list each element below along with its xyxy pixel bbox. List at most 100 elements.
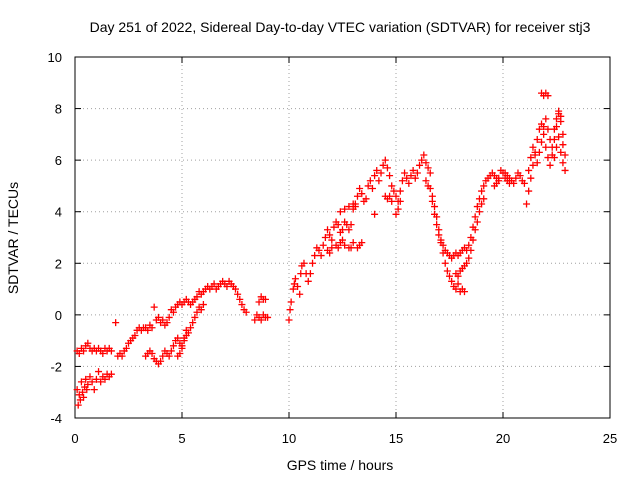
- data-point: [553, 143, 560, 151]
- data-point: [538, 138, 546, 146]
- data-point: [199, 301, 207, 309]
- data-point: [405, 179, 413, 187]
- data-point: [315, 246, 323, 254]
- data-point: [345, 203, 353, 211]
- data-point: [112, 319, 120, 327]
- data-point: [386, 172, 394, 180]
- data-point: [473, 203, 481, 211]
- axis-ticks: [74, 56, 611, 419]
- data-point: [386, 192, 394, 200]
- data-point: [533, 136, 541, 144]
- data-point: [193, 293, 201, 301]
- data-points: [73, 89, 569, 409]
- y-tick-label: 4: [55, 205, 62, 220]
- data-point: [460, 288, 468, 296]
- data-point: [441, 259, 449, 267]
- data-point: [505, 174, 513, 182]
- data-point: [448, 277, 456, 285]
- data-point: [169, 308, 177, 316]
- x-tick-label: 5: [178, 431, 185, 446]
- data-point: [191, 313, 199, 321]
- data-point: [193, 308, 201, 316]
- data-point: [542, 143, 550, 151]
- data-point: [463, 259, 471, 267]
- data-point: [469, 236, 477, 244]
- plot-frame: [74, 56, 611, 419]
- data-point: [473, 218, 481, 226]
- data-point: [82, 375, 90, 383]
- data-point: [328, 236, 336, 244]
- data-point: [92, 375, 100, 383]
- data-point: [286, 306, 294, 314]
- data-point: [341, 205, 349, 213]
- data-point: [118, 352, 126, 360]
- data-point: [80, 393, 88, 401]
- data-point: [345, 226, 353, 234]
- data-point: [163, 319, 171, 327]
- data-point: [516, 172, 524, 180]
- data-point: [144, 326, 152, 334]
- data-point: [257, 316, 265, 324]
- data-point: [317, 252, 325, 260]
- data-point: [495, 174, 503, 182]
- data-point: [86, 373, 94, 381]
- data-point: [540, 123, 548, 131]
- x-tick-label: 15: [389, 431, 403, 446]
- data-point: [446, 272, 453, 280]
- data-point: [431, 210, 439, 218]
- data-point: [544, 154, 552, 162]
- data-point: [80, 347, 88, 355]
- data-point: [454, 272, 462, 280]
- data-point: [334, 244, 342, 252]
- data-point: [180, 334, 188, 342]
- data-point: [390, 187, 398, 195]
- data-point: [422, 177, 430, 185]
- data-point: [465, 241, 473, 249]
- data-point: [401, 169, 409, 177]
- data-point: [326, 249, 334, 257]
- data-point: [159, 316, 167, 324]
- data-point: [394, 205, 402, 213]
- data-point: [465, 254, 473, 262]
- data-point: [512, 174, 520, 182]
- data-point: [334, 221, 342, 229]
- x-axis-label: GPS time / hours: [287, 457, 394, 473]
- data-point: [157, 357, 165, 365]
- data-point: [398, 177, 406, 185]
- data-point: [546, 136, 554, 144]
- data-point: [373, 166, 381, 174]
- data-point: [392, 192, 400, 200]
- data-point: [330, 223, 338, 231]
- data-point: [189, 319, 197, 327]
- data-point: [510, 179, 518, 187]
- data-point: [388, 182, 396, 190]
- data-point: [420, 151, 428, 159]
- data-point: [535, 148, 543, 156]
- data-point: [73, 386, 81, 394]
- data-point: [306, 270, 314, 278]
- data-point: [480, 182, 488, 190]
- data-point: [159, 352, 167, 360]
- data-point: [559, 130, 567, 138]
- data-point: [362, 195, 370, 203]
- data-point: [251, 316, 259, 324]
- x-tick-label: 0: [71, 431, 78, 446]
- data-point: [84, 339, 92, 347]
- data-point: [557, 112, 565, 120]
- data-point: [264, 313, 272, 321]
- data-point: [371, 210, 379, 218]
- data-point: [411, 174, 419, 182]
- data-point: [471, 226, 479, 234]
- data-point: [383, 164, 391, 172]
- y-tick-label: 6: [55, 153, 62, 168]
- data-point: [210, 280, 218, 288]
- data-point: [300, 259, 308, 267]
- data-point: [471, 213, 479, 221]
- data-point: [167, 347, 175, 355]
- data-point: [544, 92, 552, 100]
- data-point: [296, 290, 304, 298]
- data-point: [381, 156, 389, 164]
- data-point: [371, 172, 379, 180]
- data-point: [475, 208, 483, 216]
